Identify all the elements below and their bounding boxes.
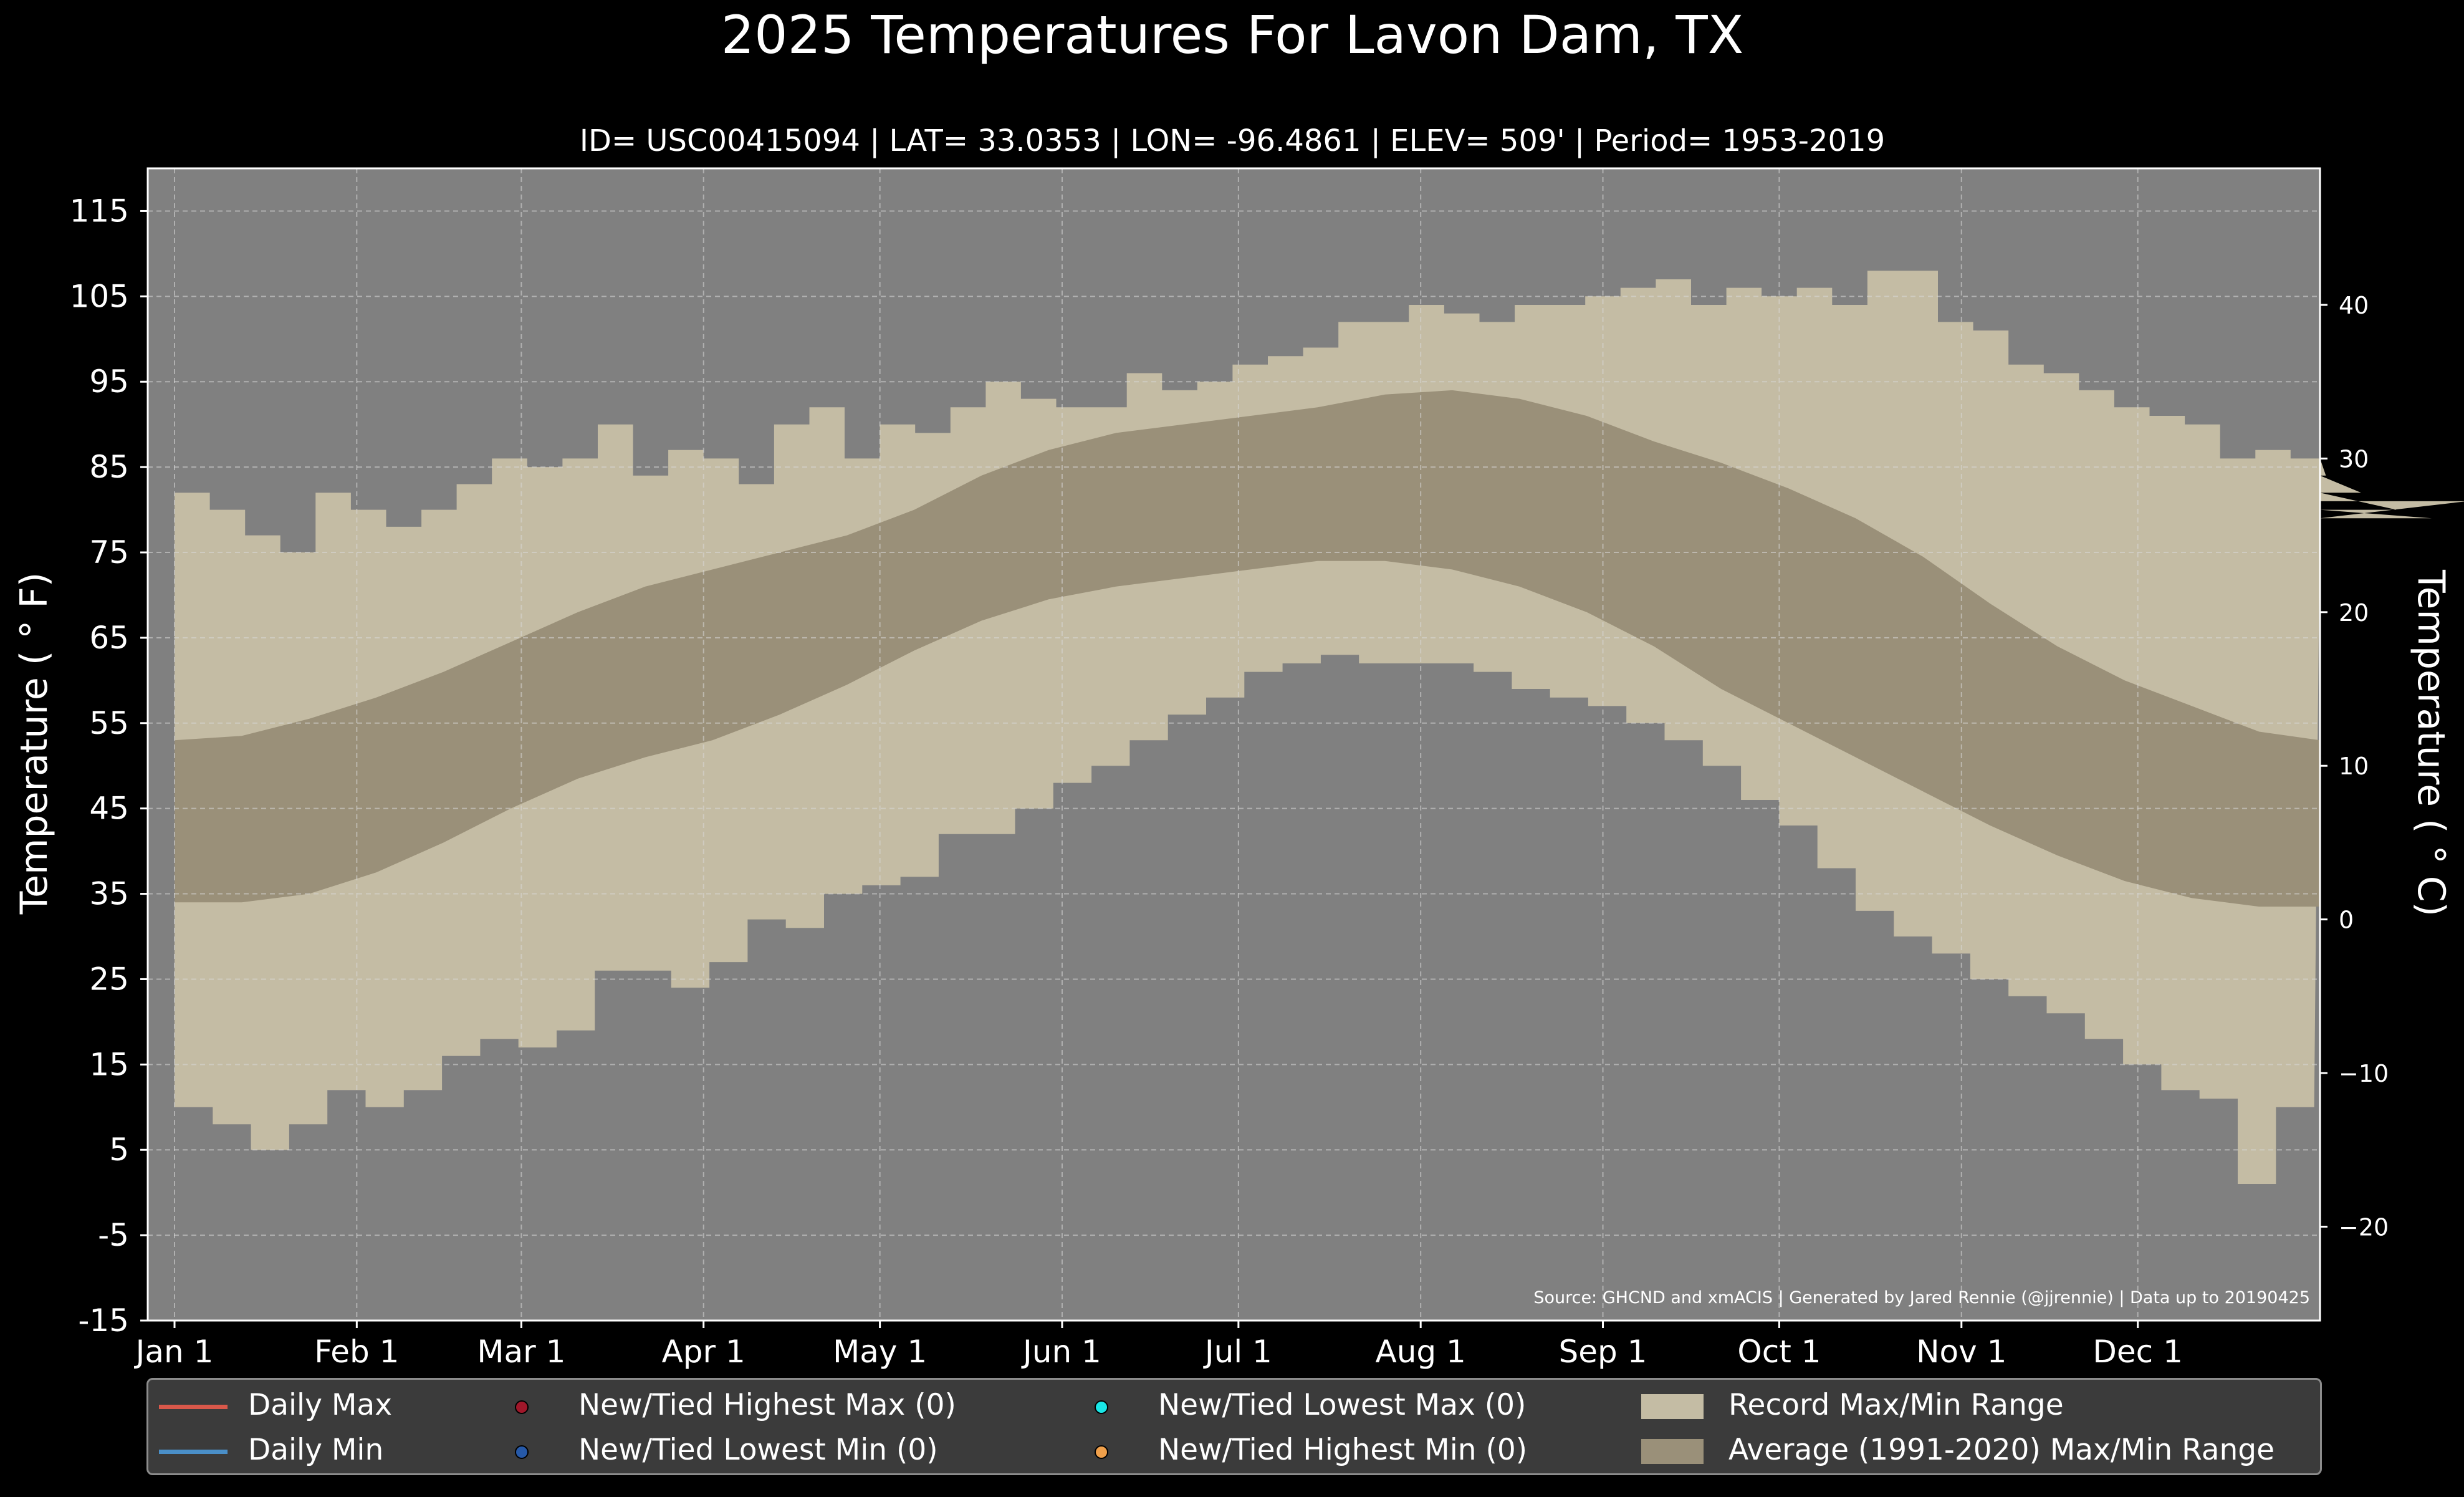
x-tick-label: Sep 1 <box>1559 1334 1647 1370</box>
source-note: Source: GHCND and xmACIS | Generated by … <box>1533 1288 2310 1307</box>
x-tick-label: Jan 1 <box>134 1334 214 1370</box>
x-tick-label: Oct 1 <box>1737 1334 1821 1370</box>
legend: Daily Max Daily Min New/Tied Highest Max… <box>146 1378 2322 1475</box>
y-tick-label-c: 30 <box>2339 445 2369 473</box>
y-tick-label-c: −20 <box>2339 1213 2389 1241</box>
y-tick-label-c: 40 <box>2339 292 2369 319</box>
chart-title: 2025 Temperatures For Lavon Dam, TX <box>721 4 1744 65</box>
y-tick-label-f: 65 <box>89 620 129 656</box>
daily-min-legend-line <box>159 1450 228 1454</box>
legend-lowest-min: New/Tied Lowest Min (0) <box>578 1433 938 1467</box>
y-tick-label-c: 0 <box>2339 907 2354 934</box>
y-tick-label-f: 15 <box>89 1046 129 1082</box>
x-tick-label: Mar 1 <box>477 1334 565 1370</box>
x-tick-label: Jun 1 <box>1021 1334 1101 1370</box>
y-tick-label-f: 75 <box>89 534 129 570</box>
chart-subtitle: ID= USC00415094 | LAT= 33.0353 | LON= -9… <box>580 123 1885 158</box>
lowest-min-marker-icon <box>515 1445 529 1459</box>
legend-daily-min: Daily Min <box>248 1433 384 1467</box>
y-tick-label-f: 55 <box>89 705 129 741</box>
x-tick-label: Jul 1 <box>1203 1334 1272 1370</box>
x-tick-label: Dec 1 <box>2092 1334 2182 1370</box>
legend-daily-max: Daily Max <box>248 1388 393 1422</box>
y-tick-label-c: 20 <box>2339 599 2369 627</box>
y-tick-label-c: −10 <box>2339 1060 2389 1087</box>
y-tick-label-f: 25 <box>89 961 129 997</box>
plot-frame <box>146 167 2321 1322</box>
record-range-legend-patch <box>1641 1394 1704 1419</box>
y-axis-label-fahrenheit: Temperature ( ° F) <box>12 572 56 915</box>
legend-record-range: Record Max/Min Range <box>1728 1388 2064 1422</box>
legend-highest-max: New/Tied Highest Max (0) <box>578 1388 956 1422</box>
legend-average-range: Average (1991-2020) Max/Min Range <box>1728 1433 2275 1467</box>
x-tick-label: Apr 1 <box>662 1334 745 1370</box>
record-range-area <box>175 271 2464 1184</box>
y-tick-label-f: -15 <box>78 1302 129 1339</box>
x-tick-label: May 1 <box>833 1334 927 1370</box>
y-tick-label-f: 85 <box>89 449 129 485</box>
average-range-legend-patch <box>1641 1439 1704 1464</box>
lowest-max-marker-icon <box>1095 1400 1108 1414</box>
y-axis-label-celsius: Temperature ( ° C) <box>2409 569 2453 917</box>
legend-highest-min: New/Tied Highest Min (0) <box>1158 1433 1528 1467</box>
x-tick-label: Nov 1 <box>1916 1334 2006 1370</box>
y-tick-label-f: -5 <box>98 1217 129 1253</box>
y-tick-label-c: 10 <box>2339 753 2369 780</box>
y-tick-label-f: 95 <box>89 363 129 400</box>
highest-min-marker-icon <box>1095 1445 1108 1459</box>
legend-lowest-max: New/Tied Lowest Max (0) <box>1158 1388 1527 1422</box>
x-tick-label: Feb 1 <box>314 1334 399 1370</box>
y-tick-label-f: 5 <box>109 1132 129 1168</box>
daily-max-legend-line <box>159 1405 228 1409</box>
x-tick-label: Aug 1 <box>1376 1334 1466 1370</box>
y-tick-label-f: 35 <box>89 876 129 912</box>
highest-max-marker-icon <box>515 1400 529 1414</box>
y-tick-label-f: 105 <box>70 278 129 314</box>
average-range-area <box>175 390 2320 907</box>
y-tick-label-f: 45 <box>89 791 129 827</box>
y-tick-label-f: 115 <box>70 193 129 229</box>
